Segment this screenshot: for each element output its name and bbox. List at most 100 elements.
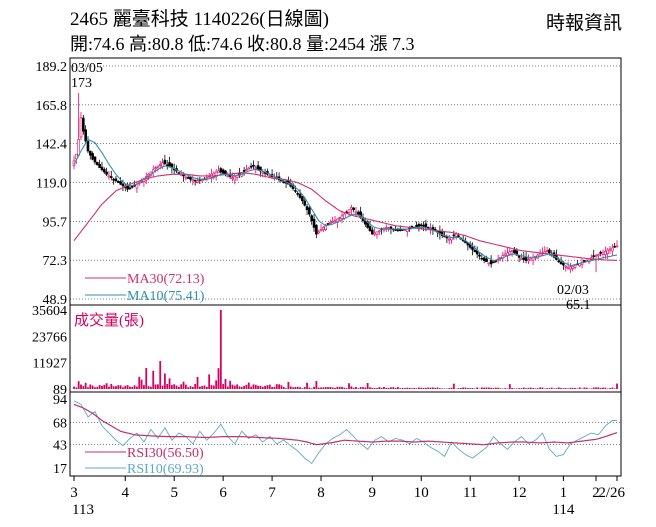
volume-bar <box>91 385 94 389</box>
candle-body <box>77 139 80 156</box>
volume-bar <box>394 387 397 389</box>
volume-bar <box>532 388 535 389</box>
ma10-legend-label: MA10(75.41) <box>127 289 205 304</box>
candle-body <box>557 260 561 263</box>
volume-bar <box>261 386 264 389</box>
volume-bar <box>385 387 388 389</box>
candle-body <box>168 162 171 167</box>
candle-body <box>424 223 428 228</box>
candle-body <box>422 224 425 227</box>
candle-body <box>298 193 302 198</box>
x-tick-label: 1 <box>560 485 568 501</box>
rsi-tick-label: 68 <box>53 416 67 431</box>
price-tick-label: 72.3 <box>43 254 68 269</box>
volume-bar <box>133 385 136 389</box>
volume-bar <box>310 388 313 389</box>
volume-bar <box>504 388 507 389</box>
candle-body <box>482 257 486 261</box>
candle-body <box>403 229 407 231</box>
volume-bar <box>198 386 201 389</box>
volume-bar <box>508 384 511 389</box>
volume-bar <box>371 387 374 389</box>
candle-body <box>121 183 125 187</box>
volume-bar <box>299 387 301 389</box>
candle-body <box>599 251 602 254</box>
source-label: 時報資訊 <box>545 13 622 34</box>
volume-bar <box>292 387 294 389</box>
volume-bar <box>420 387 423 389</box>
volume-bar <box>536 388 539 389</box>
volume-bar <box>296 386 299 389</box>
volume-bar <box>287 381 290 389</box>
volume-bar <box>546 388 548 389</box>
candle-body <box>513 249 516 254</box>
candle-body <box>128 187 132 190</box>
volume-bar <box>196 377 199 389</box>
rsi-panel: 94 68 43 17 RSI30(56.50)RSI10(69.93) <box>53 393 621 477</box>
candle-body <box>100 166 104 171</box>
volume-bar <box>94 387 96 389</box>
x-tick-label: 2 <box>592 485 600 501</box>
x-tick-label: 3 <box>70 485 78 501</box>
x-tick-label: 9 <box>369 485 377 501</box>
volume-bar <box>592 387 595 389</box>
volume-bar <box>327 387 329 389</box>
volume-bar <box>362 387 364 389</box>
candle-body <box>310 215 314 222</box>
candle-body <box>452 234 456 237</box>
volume-bar <box>539 387 541 389</box>
x-year-label: 113 <box>72 502 94 518</box>
x-tick-label: 11 <box>463 485 477 501</box>
volume-bar <box>490 387 493 389</box>
candle-body <box>601 252 605 255</box>
volume-bar <box>431 387 434 389</box>
volume-bar <box>436 387 439 389</box>
candle-body <box>352 207 355 211</box>
candle-body <box>221 169 225 174</box>
volume-bar <box>236 384 239 389</box>
candle-body <box>508 251 512 255</box>
volume-bar <box>80 384 82 389</box>
volume-bar <box>555 388 558 389</box>
candle-body <box>226 175 230 177</box>
volume-bar <box>438 388 441 389</box>
volume-bar <box>485 387 488 389</box>
volume-bar <box>366 383 369 389</box>
volume-bar <box>595 387 597 389</box>
chart-title: 2465 麗臺科技 1140226(日線圖) <box>70 9 329 30</box>
volume-bar <box>336 386 339 389</box>
candle-body <box>242 170 246 172</box>
volume-bar <box>84 382 87 389</box>
volume-bar <box>392 387 395 389</box>
volume-bar <box>513 388 516 389</box>
volume-bar <box>82 386 85 389</box>
candle-body <box>312 218 316 228</box>
volume-bar <box>226 386 229 389</box>
volume-bar <box>581 388 583 389</box>
volume-bar <box>469 388 472 389</box>
candle-body <box>480 258 484 260</box>
candle-body <box>247 167 251 170</box>
volume-bar <box>112 386 115 389</box>
volume-bar <box>429 387 432 389</box>
volume-bar <box>215 380 218 389</box>
candle-body <box>564 265 568 268</box>
volume-bar <box>562 388 565 389</box>
volume-bar <box>376 388 378 389</box>
volume-bar <box>238 386 241 389</box>
volume-bar <box>611 387 614 389</box>
candle-body <box>191 179 195 182</box>
candle-body <box>471 246 474 250</box>
candle-body <box>319 229 323 232</box>
candle-body <box>592 255 595 258</box>
volume-bar <box>254 384 257 389</box>
volume-bar <box>96 386 99 389</box>
volume-bar <box>604 387 607 389</box>
candle-body <box>473 249 477 253</box>
candle-body <box>156 165 160 168</box>
candle-body <box>89 150 92 156</box>
volume-bar <box>250 386 253 389</box>
candle-body <box>86 140 90 152</box>
volume-bar <box>471 388 474 389</box>
candle-body <box>196 180 199 183</box>
